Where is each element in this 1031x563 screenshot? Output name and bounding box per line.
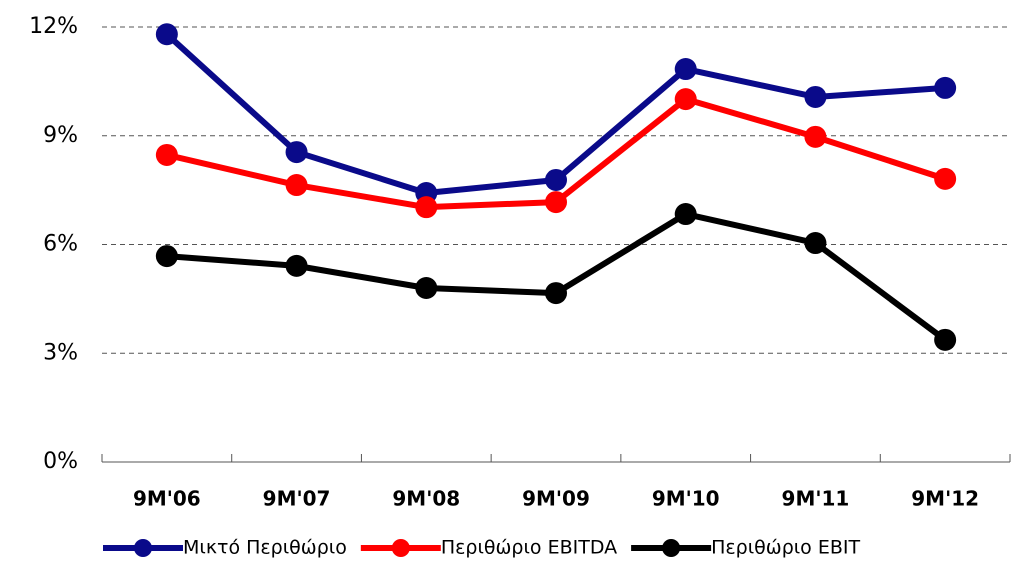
- data-point: [155, 23, 178, 46]
- data-point: [934, 167, 957, 190]
- x-tick-label: 9M'07: [263, 487, 331, 511]
- x-tick-label: 9M'08: [392, 487, 460, 511]
- legend-marker: [134, 539, 152, 557]
- y-tick-label: 9%: [43, 123, 78, 148]
- data-point: [155, 245, 178, 268]
- data-point: [674, 88, 697, 111]
- x-tick-label: 9M'06: [133, 487, 201, 511]
- data-point: [804, 85, 827, 108]
- x-tick-label: 9M'09: [522, 487, 590, 511]
- series-line: [166, 211, 947, 343]
- data-point: [415, 277, 438, 299]
- data-point: [934, 328, 957, 351]
- legend-label: Μικτό Περιθώριο: [183, 537, 347, 559]
- legend-marker: [391, 539, 410, 557]
- y-tick-label: 6%: [43, 232, 78, 257]
- legend-label: Περιθώριο EBITDA: [441, 537, 617, 559]
- data-point: [155, 143, 178, 166]
- data-point: [934, 76, 957, 99]
- x-tick-label: 9M'12: [911, 487, 979, 511]
- y-tick-label: 0%: [43, 449, 78, 474]
- data-point: [545, 191, 567, 214]
- data-point: [285, 141, 308, 164]
- legend-label: Περιθώριο EBIT: [711, 537, 860, 559]
- data-point: [545, 282, 567, 305]
- x-tick-label: 9M'10: [652, 487, 720, 511]
- y-tick-label: 12%: [29, 14, 78, 39]
- data-point: [804, 125, 827, 148]
- data-point: [415, 196, 438, 219]
- y-tick-label: 3%: [43, 340, 78, 365]
- legend-marker: [662, 539, 681, 557]
- data-point: [804, 232, 827, 255]
- data-point: [285, 254, 308, 277]
- data-point: [674, 203, 697, 226]
- data-point: [674, 58, 697, 81]
- x-tick-label: 9M'11: [782, 487, 850, 511]
- data-point: [545, 168, 567, 191]
- data-point: [285, 174, 308, 197]
